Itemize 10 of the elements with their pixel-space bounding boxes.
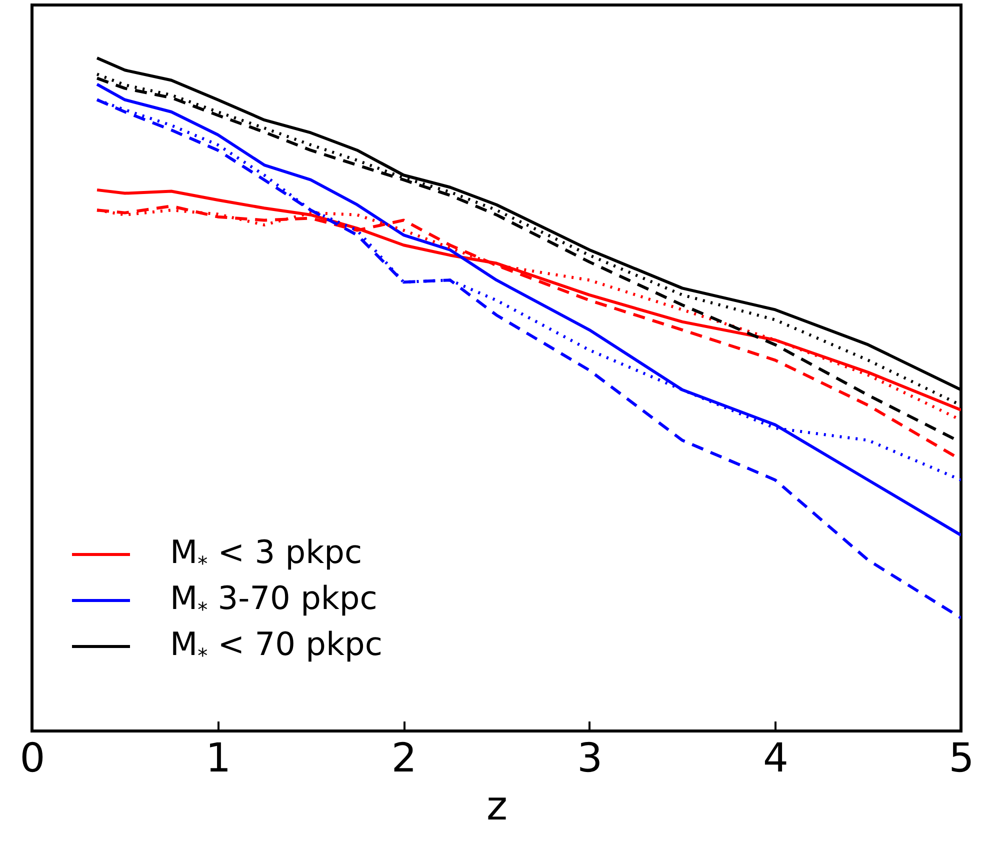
- x-tick-label: 0: [20, 736, 46, 782]
- legend-label: M$_{*}$ < 3 pkpc: [170, 532, 362, 576]
- x-tick-label: 4: [762, 736, 788, 782]
- x-tick-label: 2: [391, 736, 417, 782]
- x-axis-title: z: [486, 784, 508, 830]
- x-tick-label: 5: [948, 736, 974, 782]
- legend-label: M$_{*}$ < 70 pkpc: [170, 624, 382, 668]
- x-tick-label: 3: [577, 736, 603, 782]
- x-tick-label: 1: [206, 736, 232, 782]
- legend-label: M$_{*}$ 3-70 pkpc: [170, 578, 378, 622]
